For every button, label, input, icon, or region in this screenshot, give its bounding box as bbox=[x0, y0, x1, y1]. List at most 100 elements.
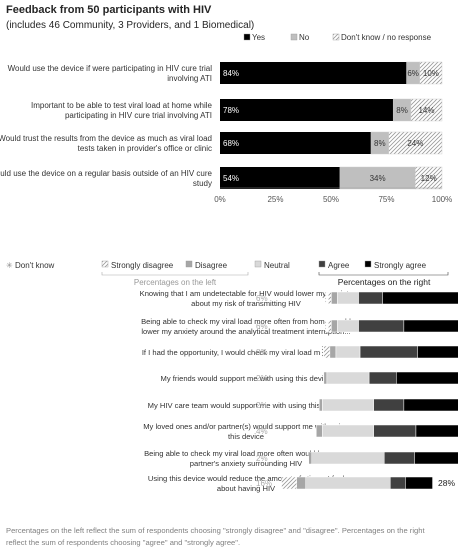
likert-bar-7-strongly-disagree bbox=[281, 476, 297, 490]
left-percentage-3: 2% bbox=[256, 374, 268, 383]
category-label-2-0: Would trust the results from the device … bbox=[0, 134, 212, 143]
right-group-label: Percentages on the right bbox=[338, 277, 431, 287]
bar-value-label-1-2: 14% bbox=[418, 106, 434, 115]
bar-3-don-t-know-no-response bbox=[415, 166, 443, 190]
legend-label-0: Yes bbox=[252, 33, 265, 42]
legend2-swatch-5 bbox=[364, 260, 372, 268]
likert-bar-5-neutral bbox=[322, 424, 374, 438]
left-group-bracket bbox=[101, 272, 249, 276]
right-group-bracket bbox=[318, 272, 449, 276]
bar-2-yes bbox=[220, 132, 371, 154]
likert-bar-2-don-t-know bbox=[320, 345, 325, 359]
category-label-3-1: study bbox=[193, 179, 212, 188]
statement-label-1-1: lower my anxiety around the analytical t… bbox=[141, 327, 350, 336]
bar-0-don-t-know-no-response bbox=[419, 61, 443, 85]
category-label-2-1: tests taken in provider's office or clin… bbox=[78, 144, 212, 153]
left-percentage-7: 16% bbox=[256, 479, 272, 488]
likert-bar-5-agree bbox=[373, 424, 417, 438]
likert-bar-0-don-t-know bbox=[325, 291, 329, 305]
category-label-1-0: Important to be able to test viral load … bbox=[31, 101, 213, 110]
category-label-0-1: involving ATI bbox=[167, 74, 212, 83]
statement-label-0-0: Knowing that I am undetectable for HIV w… bbox=[140, 289, 353, 298]
legend2-swatch-3 bbox=[254, 260, 262, 268]
likert-bar-1-neutral bbox=[337, 319, 359, 333]
legend2-swatch-2 bbox=[185, 260, 193, 268]
legend-label-2: Don't know / no response bbox=[341, 33, 432, 42]
x-tick-label-1: 25% bbox=[267, 195, 283, 204]
likert-bar-3-disagree bbox=[323, 371, 328, 385]
bar-2-don-t-know-no-response bbox=[388, 131, 443, 155]
likert-bar-0-strongly-agree bbox=[382, 291, 458, 305]
bar-value-label-2-2: 24% bbox=[407, 139, 423, 148]
statement-label-2-0: If I had the opportunity, I would check … bbox=[142, 348, 350, 357]
likert-bar-2-neutral bbox=[335, 345, 361, 359]
bar-1-don-t-know-no-response bbox=[410, 98, 443, 122]
likert-bar-5-disagree bbox=[316, 424, 323, 438]
likert-bar-1-strongly-agree bbox=[403, 319, 458, 333]
left-group-label: Percentages on the left bbox=[134, 278, 217, 287]
statement-label-3-0: My friends would support me with using t… bbox=[161, 374, 332, 383]
likert-bar-6-agree bbox=[383, 451, 415, 465]
legend2-swatch-0: ✳ bbox=[6, 261, 13, 270]
bar-value-label-3-2: 12% bbox=[421, 174, 437, 183]
x-tick-label-2: 50% bbox=[323, 195, 339, 204]
left-percentage-2: 8% bbox=[256, 348, 268, 357]
bar-value-label-3-0: 54% bbox=[223, 174, 239, 183]
likert-bar-1-strongly-disagree bbox=[328, 319, 332, 333]
legend-swatch-1 bbox=[290, 33, 298, 41]
legend-swatch-0 bbox=[243, 33, 251, 41]
bar-value-label-0-0: 84% bbox=[223, 69, 239, 78]
bar-value-label-1-1: 8% bbox=[396, 106, 408, 115]
likert-bar-0-strongly-disagree bbox=[328, 291, 332, 305]
bar-value-label-0-2: 10% bbox=[423, 69, 439, 78]
bar-0-yes bbox=[220, 62, 407, 84]
bar-1-yes bbox=[220, 99, 394, 121]
right-percentage-7: 28% bbox=[438, 478, 455, 488]
likert-bar-7-agree bbox=[390, 476, 406, 490]
likert-bar-4-agree bbox=[373, 398, 405, 412]
statement-label-1-0: Being able to check my viral load more o… bbox=[141, 317, 351, 326]
statement-label-5-0: My loved ones and/or partner(s) would su… bbox=[143, 422, 349, 431]
likert-bar-3-strongly-agree bbox=[396, 371, 458, 385]
statement-label-6-0: Being able to check my viral load more o… bbox=[144, 449, 348, 458]
likert-bar-2-strongly-agree bbox=[417, 345, 458, 359]
legend2-swatch-4 bbox=[318, 260, 326, 268]
likert-bar-4-strongly-agree bbox=[403, 398, 458, 412]
legend2-swatch-1 bbox=[101, 260, 109, 268]
likert-bar-7-neutral bbox=[305, 476, 391, 490]
likert-bar-3-agree bbox=[368, 371, 397, 385]
likert-bar-0-neutral bbox=[337, 291, 359, 305]
legend2-label-5: Strongly agree bbox=[374, 261, 427, 270]
likert-bar-0-disagree bbox=[331, 291, 338, 305]
likert-bar-0-agree bbox=[358, 291, 383, 305]
statement-label-6-1: partner's anxiety surrounding HIV bbox=[190, 459, 303, 468]
likert-bar-7-strongly-agree bbox=[405, 476, 433, 490]
category-label-1-1: participating in HIV cure trial involvin… bbox=[65, 111, 212, 120]
likert-bar-1-disagree bbox=[331, 319, 338, 333]
likert-bar-6-neutral bbox=[311, 451, 385, 465]
chart-title: Feedback from 50 participants with HIV bbox=[6, 4, 212, 16]
left-percentage-0: 6% bbox=[256, 294, 268, 303]
likert-bar-3-neutral bbox=[326, 371, 370, 385]
likert-bar-2-strongly-disagree bbox=[323, 345, 331, 359]
bar-value-label-2-1: 8% bbox=[374, 139, 386, 148]
bar-value-label-1-0: 78% bbox=[223, 106, 239, 115]
likert-bar-5-strongly-agree bbox=[415, 424, 458, 438]
x-tick-label-4: 100% bbox=[432, 195, 452, 204]
left-percentage-5: 4% bbox=[256, 427, 268, 436]
category-label-3-0: Would use the device on a regular basis … bbox=[0, 169, 213, 178]
category-label-0-0: Would use the device if were participati… bbox=[8, 64, 213, 73]
x-tick-label-0: 0% bbox=[214, 195, 226, 204]
statement-label-5-1: this device bbox=[228, 432, 264, 441]
footnote-line-1: Percentages on the left reflect the sum … bbox=[6, 526, 425, 535]
bar-value-label-3-1: 34% bbox=[370, 174, 386, 183]
bar-value-label-0-1: 6% bbox=[407, 69, 419, 78]
likert-bar-4-disagree bbox=[319, 398, 323, 412]
legend2-label-0: Don't know bbox=[15, 261, 55, 270]
legend2-label-2: Disagree bbox=[195, 261, 228, 270]
likert-bar-7-disagree bbox=[296, 476, 306, 490]
statement-label-7-0: Using this device would reduce the amoun… bbox=[148, 474, 345, 483]
legend2-label-3: Neutral bbox=[264, 261, 290, 270]
bar-value-label-2-0: 68% bbox=[223, 139, 239, 148]
